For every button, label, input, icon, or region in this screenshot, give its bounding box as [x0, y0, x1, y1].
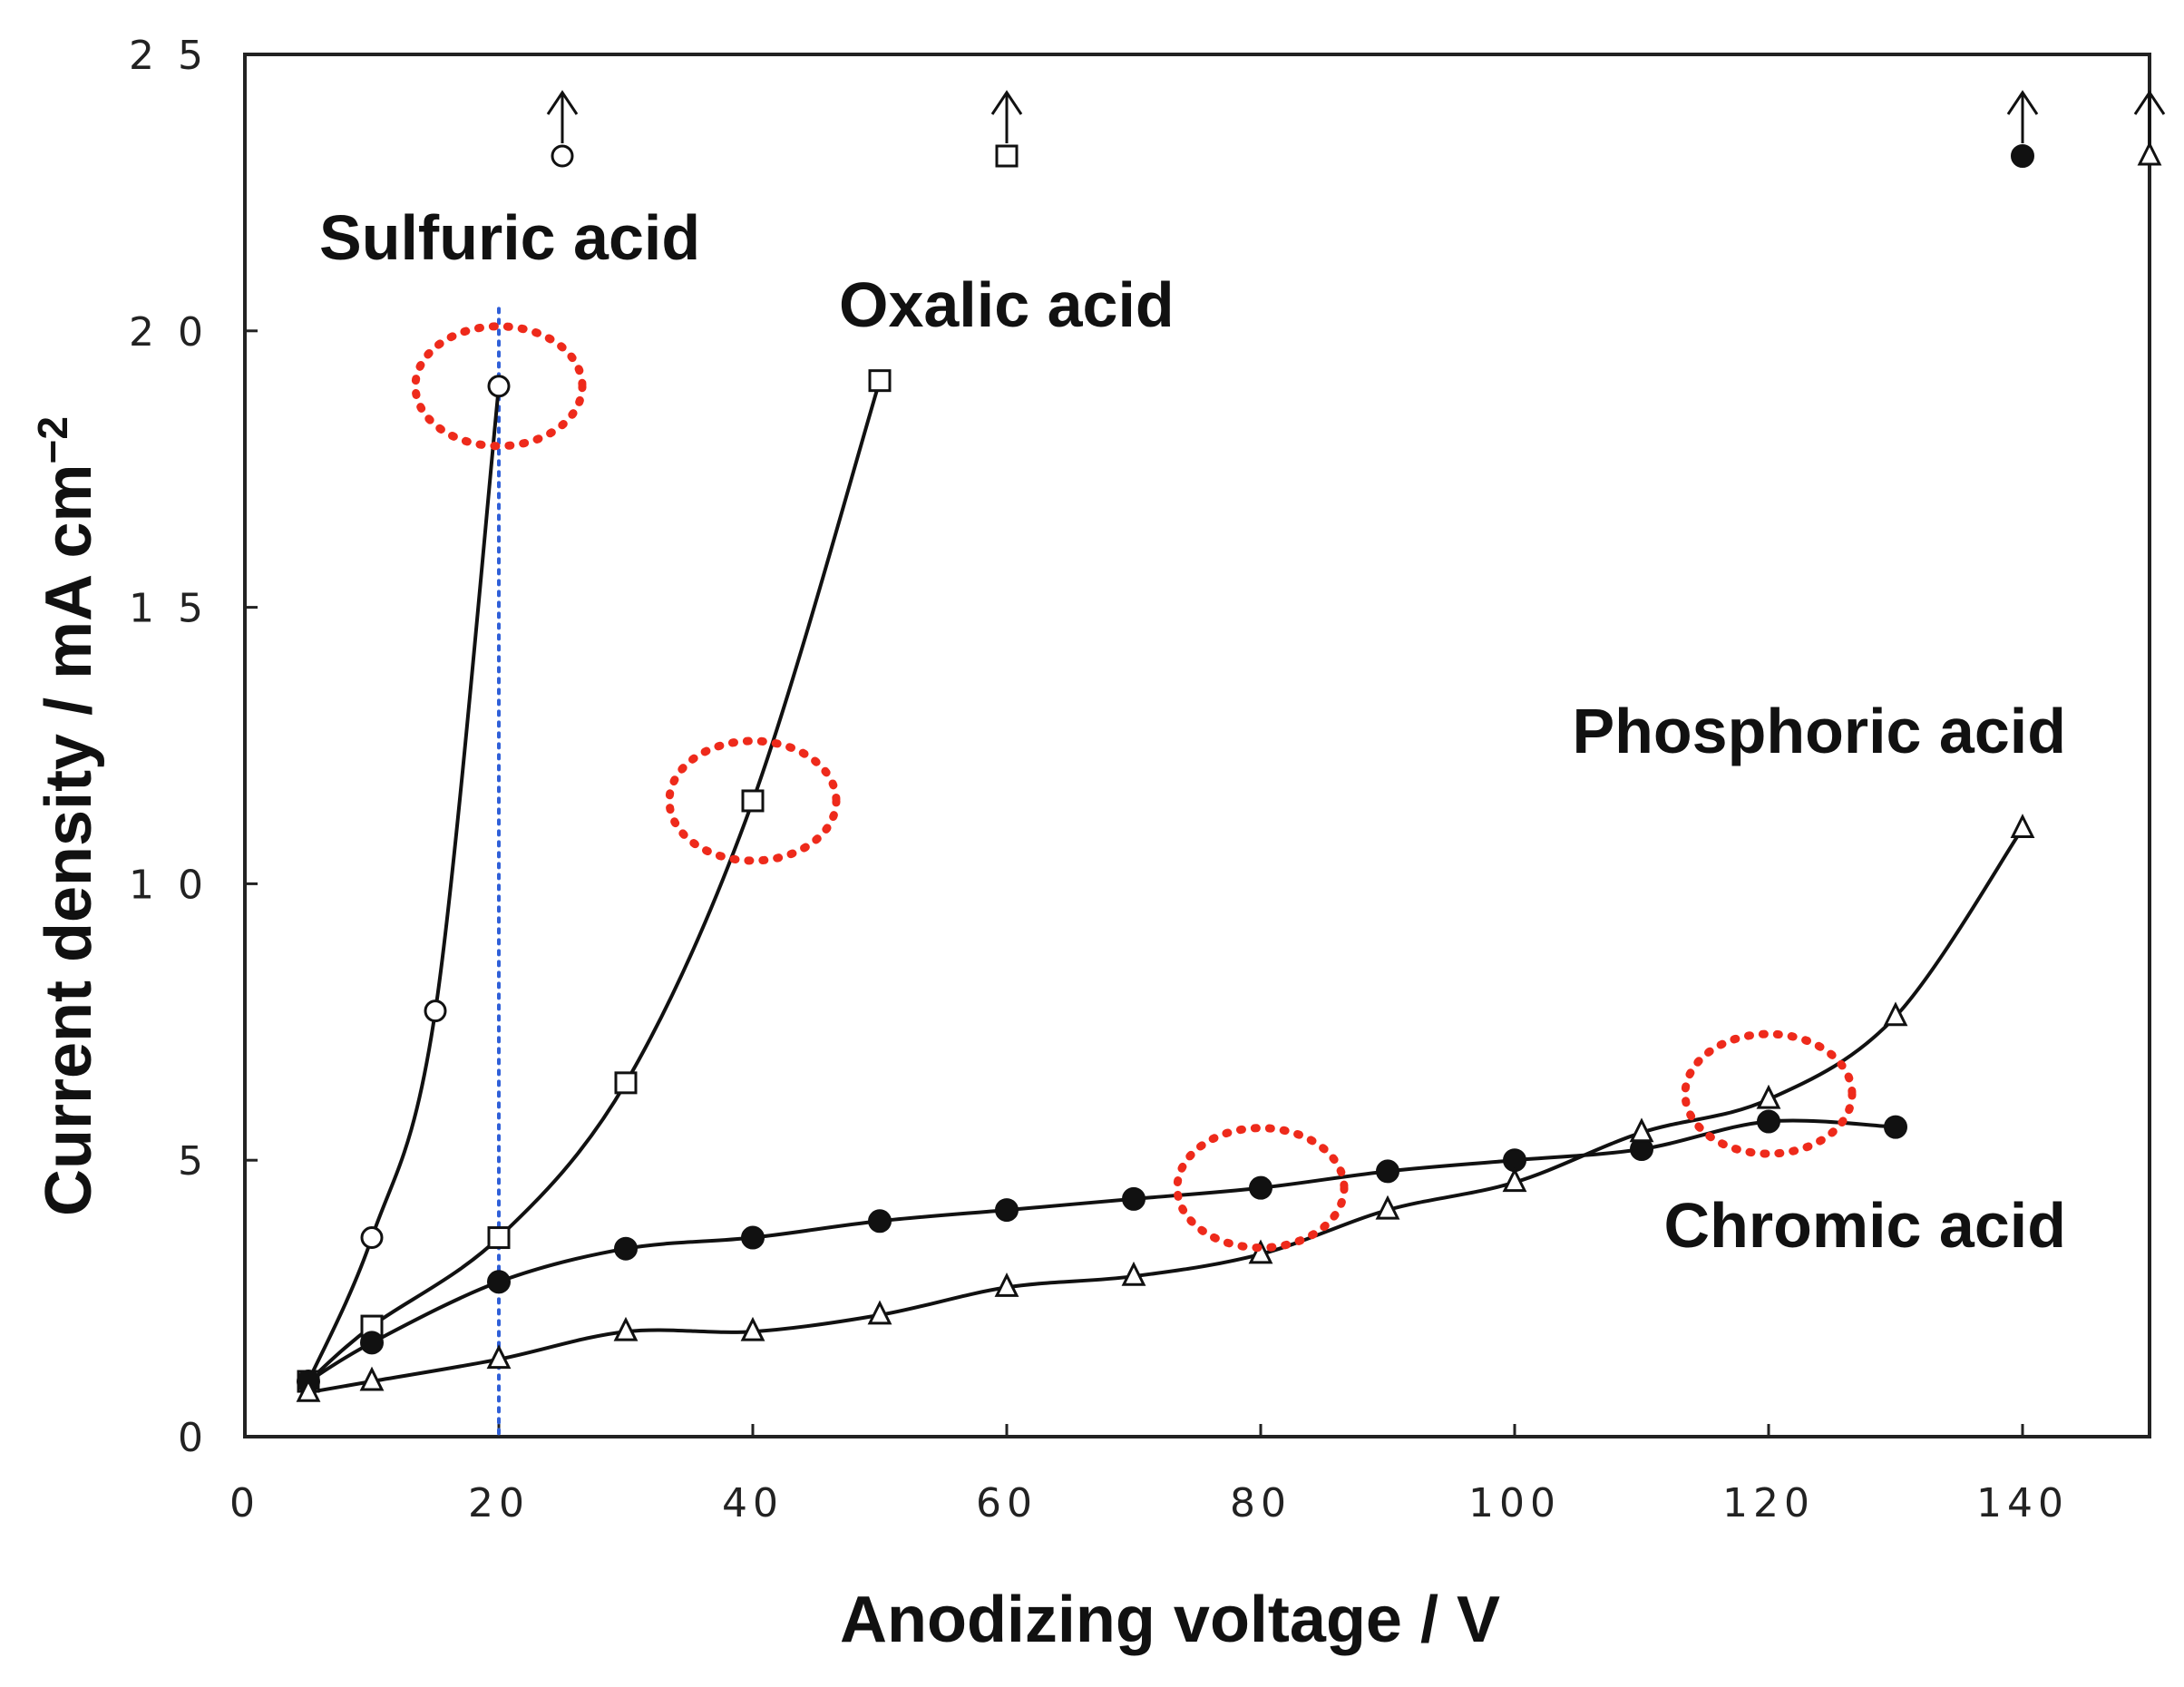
plot-frame	[243, 53, 2151, 1438]
data-point-open-triangle	[1883, 1001, 1908, 1027]
data-point-open-triangle	[359, 1366, 385, 1391]
x-tick-label: 0	[229, 1480, 260, 1526]
data-point-filled-circle	[360, 1331, 384, 1355]
data-point-filled-circle	[1757, 1109, 1780, 1134]
data-point-filled-circle	[2011, 144, 2034, 168]
data-point-open-triangle	[486, 1344, 512, 1370]
data-point-open-triangle	[1375, 1195, 1400, 1220]
data-point-open-triangle	[1756, 1084, 1781, 1109]
highlight-circle	[411, 322, 587, 451]
data-point-open-square	[614, 1071, 638, 1095]
series-labels: Sulfuric acid Oxalic acid Chromic acid Phos…	[319, 202, 2066, 1261]
data-point-open-triangle	[1121, 1261, 1146, 1286]
data-point-open-triangle	[1502, 1167, 1527, 1193]
data-point-open-square	[995, 144, 1019, 168]
x-tick-label: 100	[1468, 1480, 1561, 1526]
series-label-text: Chromic acid	[1664, 1190, 2066, 1261]
x-axis-title: Anodizing voltage / V	[840, 1584, 1500, 1656]
series-label-text: Phosphoric acid	[1572, 696, 2066, 766]
highlight-circles	[411, 322, 1857, 1253]
x-tick-label: 120	[1722, 1480, 1815, 1526]
data-point-filled-circle	[487, 1270, 511, 1294]
data-point-open-circle	[487, 375, 511, 398]
y-tick-label: 2 5	[129, 33, 209, 79]
breakdown-arrow-head	[2133, 90, 2166, 115]
y-tick-label: 5	[178, 1138, 209, 1185]
data-point-filled-circle	[1249, 1175, 1272, 1200]
data-point-open-circle	[424, 1000, 447, 1023]
data-point-open-triangle	[994, 1273, 1019, 1297]
data-point-filled-circle	[741, 1225, 765, 1250]
series-label-text: Oxalic acid	[839, 269, 1175, 340]
data-point-open-triangle	[2137, 141, 2162, 166]
data-point-open-square	[487, 1226, 511, 1250]
breakdown-arrow-head	[546, 90, 579, 115]
x-tick-label: 60	[976, 1480, 1038, 1526]
data-point-open-triangle	[1248, 1239, 1273, 1264]
data-point-filled-circle	[868, 1209, 892, 1234]
y-tick-label: 0	[178, 1415, 209, 1461]
data-point-open-circle	[551, 144, 574, 168]
y-tick-label: 2 0	[129, 309, 209, 356]
y-axis-title-main: Current density / mA cm	[33, 463, 105, 1216]
breakdown-arrow-marker	[990, 90, 1023, 168]
series-label-text: Sulfuric acid	[319, 202, 700, 273]
data-point-open-circle	[360, 1226, 384, 1250]
breakdown-arrow-head	[2006, 90, 2039, 115]
data-point-filled-circle	[995, 1198, 1019, 1223]
highlight-circle	[1173, 1124, 1349, 1253]
data-point-open-triangle	[2010, 814, 2035, 838]
data-point-open-triangle	[1629, 1117, 1654, 1143]
data-point-filled-circle	[1122, 1186, 1146, 1211]
series-line	[307, 1118, 1897, 1383]
x-tick-label: 80	[1230, 1480, 1292, 1526]
data-point-open-square	[868, 369, 892, 393]
data-point-open-triangle	[613, 1316, 639, 1341]
y-axis-title: Current density / mA cm−2	[29, 416, 105, 1216]
data-point-filled-circle	[1884, 1115, 1907, 1139]
x-tick-label: 20	[468, 1480, 530, 1526]
y-tick-label: 1 5	[129, 586, 209, 632]
x-tick-label: 140	[1976, 1480, 2069, 1526]
breakdown-arrow-marker	[2133, 90, 2166, 166]
breakdown-arrow-marker	[546, 90, 579, 168]
data-point-filled-circle	[614, 1236, 638, 1261]
highlight-circle	[1681, 1029, 1857, 1158]
data-point-open-triangle	[867, 1300, 892, 1325]
highlight-circle	[665, 736, 841, 865]
breakdown-arrow-marker	[2006, 90, 2039, 168]
series-markers	[296, 90, 2166, 1402]
data-point-open-triangle	[296, 1377, 321, 1402]
breakdown-arrow-head	[990, 90, 1023, 115]
series-line	[307, 384, 501, 1383]
y-tick-label: 1 0	[129, 862, 209, 908]
y-axis-title-superscript: −2	[29, 416, 76, 463]
data-point-open-triangle	[740, 1316, 765, 1341]
x-tick-label: 40	[722, 1480, 784, 1526]
data-point-filled-circle	[1376, 1159, 1399, 1184]
data-point-open-square	[741, 789, 765, 813]
